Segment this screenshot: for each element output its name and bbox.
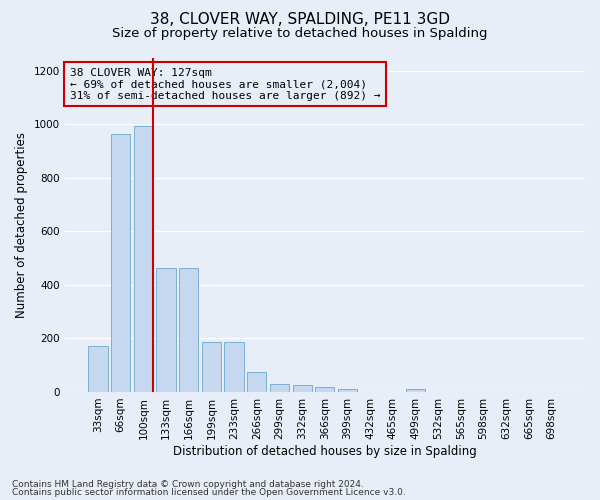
Bar xyxy=(111,134,130,392)
Bar xyxy=(224,342,244,392)
Text: Contains HM Land Registry data © Crown copyright and database right 2024.: Contains HM Land Registry data © Crown c… xyxy=(12,480,364,489)
X-axis label: Distribution of detached houses by size in Spalding: Distribution of detached houses by size … xyxy=(173,444,477,458)
Bar xyxy=(293,386,312,392)
Text: Contains public sector information licensed under the Open Government Licence v3: Contains public sector information licen… xyxy=(12,488,406,497)
Bar xyxy=(88,346,107,392)
Bar xyxy=(338,390,357,392)
Bar xyxy=(134,126,153,392)
Bar xyxy=(270,384,289,392)
Text: 38, CLOVER WAY, SPALDING, PE11 3GD: 38, CLOVER WAY, SPALDING, PE11 3GD xyxy=(150,12,450,28)
Bar xyxy=(406,390,425,392)
Bar xyxy=(247,372,266,392)
Bar xyxy=(157,268,176,392)
Bar xyxy=(179,268,199,392)
Y-axis label: Number of detached properties: Number of detached properties xyxy=(15,132,28,318)
Text: Size of property relative to detached houses in Spalding: Size of property relative to detached ho… xyxy=(112,28,488,40)
Bar xyxy=(202,342,221,392)
Text: 38 CLOVER WAY: 127sqm
← 69% of detached houses are smaller (2,004)
31% of semi-d: 38 CLOVER WAY: 127sqm ← 69% of detached … xyxy=(70,68,380,100)
Bar xyxy=(315,386,334,392)
